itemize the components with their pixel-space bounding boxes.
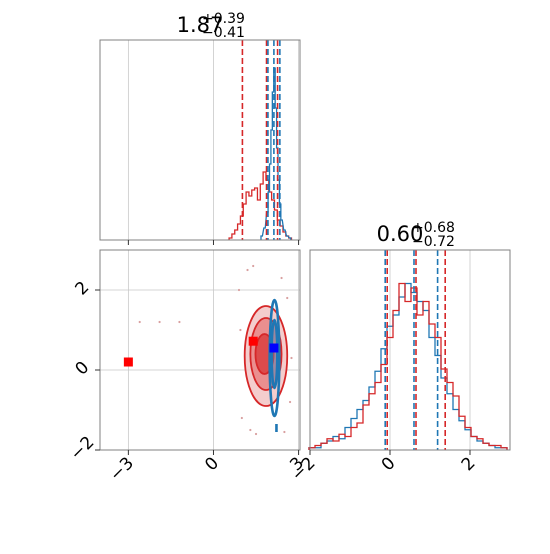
quantile-lines-bottom-right bbox=[384, 250, 447, 450]
scatter-point bbox=[138, 320, 141, 324]
title-bottom-right-minus: −0.72 bbox=[412, 234, 455, 250]
title-bottom-right-plus: +0.68 bbox=[412, 220, 455, 236]
scatter-point bbox=[158, 320, 161, 324]
x-tick-label: 2 bbox=[458, 453, 480, 475]
histograms-bottom-right bbox=[308, 282, 508, 450]
scatter-bottom-left bbox=[138, 264, 293, 436]
axes-frame-top-left bbox=[99, 39, 301, 241]
panel-top-left: 1.87 +0.39 −0.41 bbox=[99, 11, 301, 245]
scatter-point bbox=[249, 428, 252, 432]
scatter-point bbox=[239, 328, 242, 332]
quantile-lines-top-left bbox=[241, 40, 281, 240]
hist-blue-param2 bbox=[308, 282, 508, 450]
x-tick-label: 0 bbox=[378, 453, 400, 475]
ticks-top-left bbox=[127, 240, 300, 245]
contour-blue bbox=[270, 318, 279, 390]
marker-red-outlier bbox=[123, 357, 133, 367]
histograms-top-left bbox=[228, 67, 293, 240]
panel-bottom-right: −2 0 2 0.60 +0.68 −0.72 bbox=[288, 220, 511, 485]
hist-red-param1 bbox=[228, 171, 293, 240]
title-bottom-right: 0.60 bbox=[377, 222, 424, 246]
x-tick-label: 0 bbox=[201, 453, 223, 475]
scatter-point bbox=[246, 268, 249, 272]
scatter-point bbox=[178, 320, 181, 324]
y-tick-label: 2 bbox=[72, 278, 94, 300]
axes-frame-bottom-left bbox=[99, 249, 301, 451]
scatter-point bbox=[283, 430, 286, 434]
marker-red bbox=[248, 336, 258, 346]
y-tick-label: −2 bbox=[67, 433, 99, 465]
hist-red-param2 bbox=[308, 282, 508, 450]
panel-bottom-left: −3 0 3−202 bbox=[67, 249, 308, 485]
grid-top-left bbox=[127, 40, 299, 240]
scatter-point bbox=[254, 432, 258, 436]
y-tick-label: 0 bbox=[72, 358, 94, 380]
hist-blue-param1 bbox=[260, 67, 292, 240]
title-top-left-minus: −0.41 bbox=[202, 25, 245, 41]
truth-markers-bottom-left bbox=[123, 336, 279, 367]
scatter-point bbox=[290, 356, 293, 360]
x-tick-label: −3 bbox=[106, 453, 138, 485]
scatter-point bbox=[288, 400, 292, 404]
title-top-left-plus: +0.39 bbox=[202, 11, 245, 27]
axes-frame-bottom-right bbox=[309, 249, 511, 451]
ticks-bottom-right: −2 0 2 bbox=[288, 450, 480, 485]
marker-blue bbox=[269, 343, 279, 353]
scatter-point bbox=[280, 276, 283, 280]
contours-bottom-left bbox=[243, 298, 289, 432]
contour-blue bbox=[268, 298, 281, 418]
scatter-point bbox=[240, 416, 243, 420]
scatter-point bbox=[286, 296, 289, 300]
scatter-point bbox=[252, 264, 255, 268]
scatter-point bbox=[237, 288, 241, 292]
title-top-left: 1.87 bbox=[177, 13, 224, 37]
